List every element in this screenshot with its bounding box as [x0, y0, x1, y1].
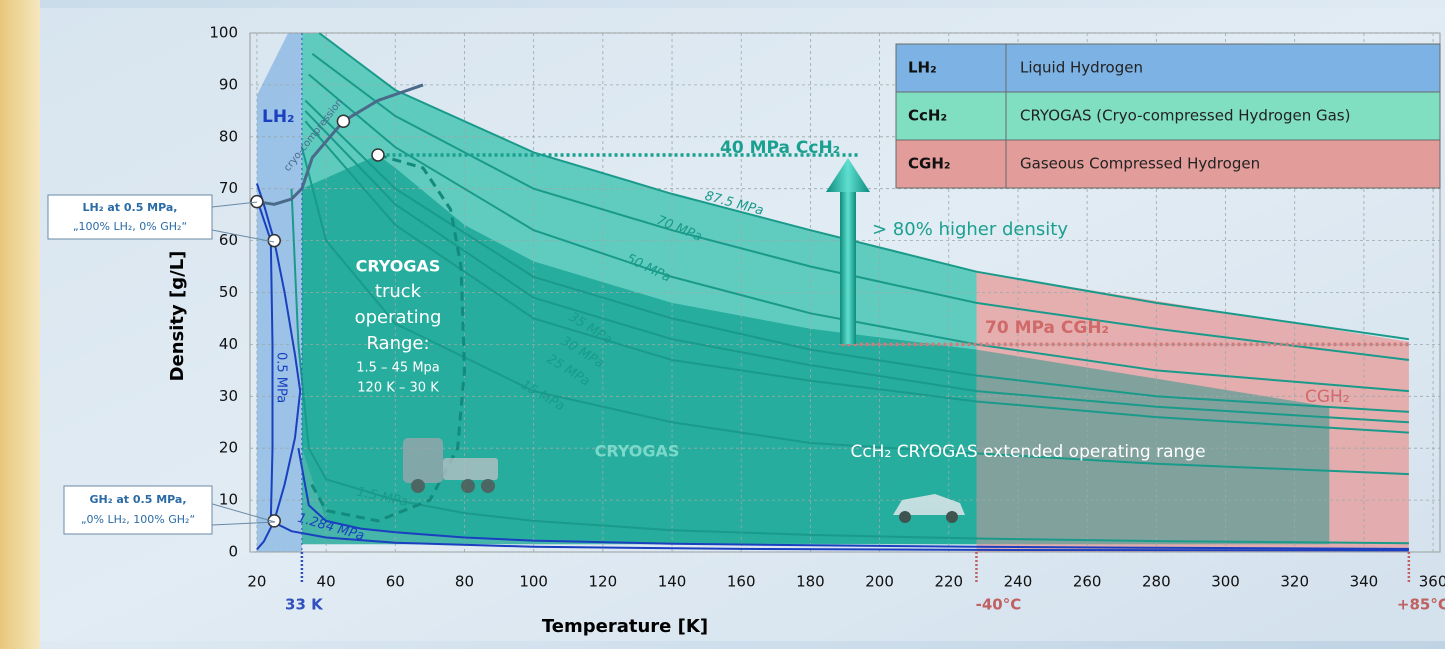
- isobar-label: 0.5 MPa: [274, 352, 289, 403]
- annotation: operating: [355, 307, 442, 328]
- key-text: CRYOGAS (Cryo-compressed Hydrogen Gas): [1020, 107, 1350, 125]
- key-symbol: CcH₂: [908, 107, 947, 125]
- key-row: [896, 44, 1440, 92]
- callout-text: „100% LH₂, 0% GH₂“: [73, 220, 187, 233]
- callout-text: LH₂ at 0.5 MPa,: [82, 201, 177, 214]
- side-strip: [0, 0, 40, 649]
- key-text: Gaseous Compressed Hydrogen: [1020, 155, 1260, 173]
- lh2-label: LH₂: [262, 107, 295, 127]
- x-marker-label: -40°C: [976, 596, 1022, 614]
- y-tick-label: 60: [219, 231, 238, 249]
- key-symbol: LH₂: [908, 59, 937, 77]
- reference-label: 40 MPa CcH₂: [720, 138, 840, 158]
- y-tick-label: 40: [219, 335, 238, 353]
- x-tick-label: 240: [1004, 573, 1033, 591]
- state-point: [268, 235, 280, 247]
- x-tick-label: 260: [1073, 573, 1102, 591]
- y-tick-label: 90: [219, 75, 238, 93]
- callout-text: „0% LH₂, 100% GH₂“: [81, 513, 195, 526]
- y-tick-label: 70: [219, 179, 238, 197]
- annotation: CRYOGAS: [595, 442, 680, 461]
- annotation: 120 K – 30 K: [357, 381, 439, 396]
- y-tick-label: 20: [219, 439, 238, 457]
- key-text: Liquid Hydrogen: [1020, 59, 1143, 77]
- arrow-shaft: [840, 188, 856, 344]
- y-tick-label: 0: [228, 543, 238, 561]
- x-tick-label: 40: [317, 573, 336, 591]
- reference-label: 70 MPa CGH₂: [985, 318, 1109, 338]
- x-tick-label: 60: [386, 573, 405, 591]
- x-tick-label: 120: [589, 573, 618, 591]
- x-tick-label: 280: [1142, 573, 1171, 591]
- annotation: truck: [375, 281, 422, 302]
- annotation: 1.5 – 45 Mpa: [356, 361, 440, 376]
- annotation: CRYOGAS: [356, 257, 441, 276]
- x-tick-label: 300: [1211, 573, 1240, 591]
- x-tick-label: 220: [934, 573, 963, 591]
- x-tick-label: 320: [1280, 573, 1309, 591]
- annotation: CGH₂: [1305, 387, 1350, 407]
- x-tick-label: 80: [455, 573, 474, 591]
- annotation: > 80% higher density: [872, 219, 1068, 240]
- x-tick-label: 20: [247, 573, 266, 591]
- y-tick-label: 50: [219, 283, 238, 301]
- chart: 2040608010012014016018020022024026028030…: [0, 0, 1445, 649]
- x-tick-label: 140: [658, 573, 687, 591]
- x-tick-label: 100: [519, 573, 548, 591]
- y-tick-label: 80: [219, 127, 238, 145]
- x-tick-label: 180: [796, 573, 825, 591]
- x-tick-label: 360: [1419, 573, 1445, 591]
- y-tick-label: 10: [219, 491, 238, 509]
- annotation: CcH₂ CRYOGAS extended operating range: [850, 442, 1205, 462]
- x-marker-label: 33 K: [285, 596, 324, 614]
- y-tick-label: 100: [209, 24, 238, 42]
- y-axis-title: Density [g/L]: [167, 251, 188, 382]
- callout-text: GH₂ at 0.5 MPa,: [89, 493, 186, 506]
- x-tick-label: 200: [865, 573, 894, 591]
- state-point: [337, 115, 349, 127]
- annotation: Range:: [366, 333, 429, 354]
- x-marker-label: +85°C: [1397, 596, 1445, 614]
- y-tick-label: 30: [219, 387, 238, 405]
- state-point: [372, 149, 384, 161]
- x-tick-label: 340: [1350, 573, 1379, 591]
- x-axis-title: Temperature [K]: [542, 616, 708, 637]
- x-tick-label: 160: [727, 573, 756, 591]
- key-symbol: CGH₂: [908, 155, 950, 173]
